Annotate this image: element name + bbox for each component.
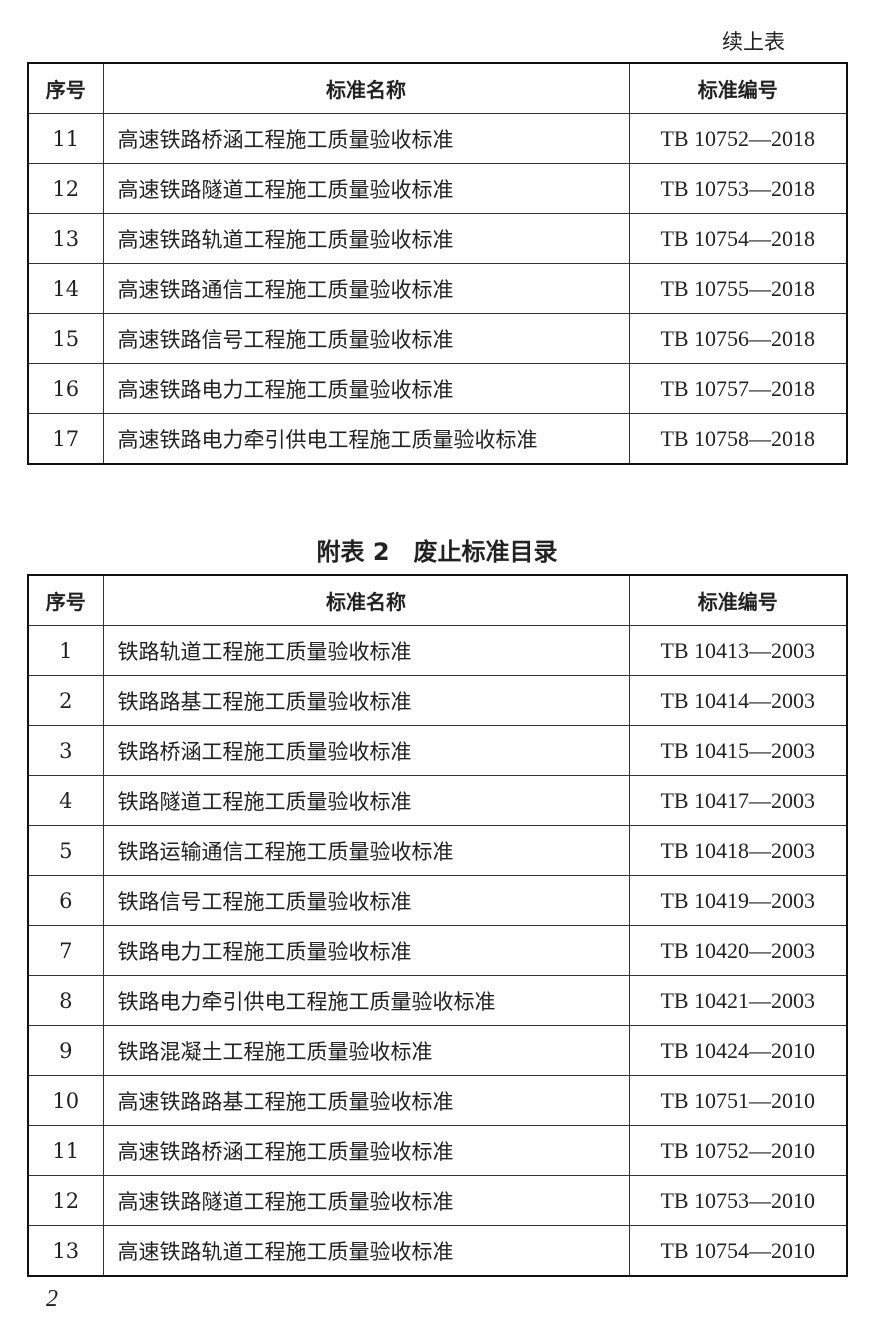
cell-no: 13 xyxy=(27,1225,104,1277)
cell-code: TB 10419—2003 xyxy=(628,875,848,926)
cell-no: 14 xyxy=(27,263,104,314)
cell-name: 高速铁路桥涵工程施工质量验收标准 xyxy=(102,113,630,164)
continued-label: 续上表 xyxy=(722,30,785,54)
cell-no: 16 xyxy=(27,363,104,414)
abolished-standards-table: 序号 标准名称 标准编号 1 铁路轨道工程施工质量验收标准 TB 10413—200… xyxy=(27,574,848,1277)
cell-code: TB 10757—2018 xyxy=(628,363,848,414)
cell-code: TB 10754—2018 xyxy=(628,213,848,264)
cell-no: 17 xyxy=(27,413,104,465)
cell-code: TB 10755—2018 xyxy=(628,263,848,314)
table-row: 11 高速铁路桥涵工程施工质量验收标准 TB 10752—2018 xyxy=(27,113,848,164)
table-header-row: 序号 标准名称 标准编号 xyxy=(27,574,848,626)
header-code: 标准编号 xyxy=(628,574,848,626)
table-row: 17 高速铁路电力牵引供电工程施工质量验收标准 TB 10758—2018 xyxy=(27,413,848,465)
table-row: 12 高速铁路隧道工程施工质量验收标准 TB 10753—2010 xyxy=(27,1175,848,1226)
cell-no: 12 xyxy=(27,1175,104,1226)
header-no: 序号 xyxy=(27,574,104,626)
cell-name: 高速铁路桥涵工程施工质量验收标准 xyxy=(102,1125,630,1176)
cell-code: TB 10415—2003 xyxy=(628,725,848,776)
table-row: 4 铁路隧道工程施工质量验收标准 TB 10417—2003 xyxy=(27,775,848,826)
page-number: 2 xyxy=(46,1286,58,1312)
cell-no: 11 xyxy=(27,113,104,164)
cell-name: 铁路电力工程施工质量验收标准 xyxy=(102,925,630,976)
cell-no: 11 xyxy=(27,1125,104,1176)
cell-code: TB 10417—2003 xyxy=(628,775,848,826)
table-row: 14 高速铁路通信工程施工质量验收标准 TB 10755—2018 xyxy=(27,263,848,314)
cell-name: 铁路电力牵引供电工程施工质量验收标准 xyxy=(102,975,630,1026)
table-row: 5 铁路运输通信工程施工质量验收标准 TB 10418—2003 xyxy=(27,825,848,876)
cell-no: 13 xyxy=(27,213,104,264)
table-row: 12 高速铁路隧道工程施工质量验收标准 TB 10753—2018 xyxy=(27,163,848,214)
table-row: 10 高速铁路路基工程施工质量验收标准 TB 10751—2010 xyxy=(27,1075,848,1126)
cell-code: TB 10754—2010 xyxy=(628,1225,848,1277)
cell-no: 5 xyxy=(27,825,104,876)
cell-name: 高速铁路路基工程施工质量验收标准 xyxy=(102,1075,630,1126)
cell-name: 铁路信号工程施工质量验收标准 xyxy=(102,875,630,926)
table-row: 11 高速铁路桥涵工程施工质量验收标准 TB 10752—2010 xyxy=(27,1125,848,1176)
cell-no: 10 xyxy=(27,1075,104,1126)
header-code: 标准编号 xyxy=(628,62,848,114)
cell-name: 高速铁路轨道工程施工质量验收标准 xyxy=(102,1225,630,1277)
table-row: 15 高速铁路信号工程施工质量验收标准 TB 10756—2018 xyxy=(27,313,848,364)
table-row: 7 铁路电力工程施工质量验收标准 TB 10420—2003 xyxy=(27,925,848,976)
cell-code: TB 10758—2018 xyxy=(628,413,848,465)
table-row: 1 铁路轨道工程施工质量验收标准 TB 10413—2003 xyxy=(27,625,848,676)
cell-no: 1 xyxy=(27,625,104,676)
table-header-row: 序号 标准名称 标准编号 xyxy=(27,62,848,114)
table-row: 16 高速铁路电力工程施工质量验收标准 TB 10757—2018 xyxy=(27,363,848,414)
cell-name: 铁路运输通信工程施工质量验收标准 xyxy=(102,825,630,876)
cell-code: TB 10418—2003 xyxy=(628,825,848,876)
cell-no: 9 xyxy=(27,1025,104,1076)
cell-no: 3 xyxy=(27,725,104,776)
cell-no: 15 xyxy=(27,313,104,364)
table-row: 13 高速铁路轨道工程施工质量验收标准 TB 10754—2010 xyxy=(27,1225,848,1277)
cell-code: TB 10421—2003 xyxy=(628,975,848,1026)
cell-name: 铁路隧道工程施工质量验收标准 xyxy=(102,775,630,826)
cell-code: TB 10753—2018 xyxy=(628,163,848,214)
table-row: 9 铁路混凝土工程施工质量验收标准 TB 10424—2010 xyxy=(27,1025,848,1076)
cell-code: TB 10751—2010 xyxy=(628,1075,848,1126)
table-row: 13 高速铁路轨道工程施工质量验收标准 TB 10754—2018 xyxy=(27,213,848,264)
table-row: 3 铁路桥涵工程施工质量验收标准 TB 10415—2003 xyxy=(27,725,848,776)
cell-name: 高速铁路隧道工程施工质量验收标准 xyxy=(102,1175,630,1226)
cell-code: TB 10414—2003 xyxy=(628,675,848,726)
cell-code: TB 10424—2010 xyxy=(628,1025,848,1076)
cell-no: 7 xyxy=(27,925,104,976)
cell-code: TB 10413—2003 xyxy=(628,625,848,676)
cell-no: 12 xyxy=(27,163,104,214)
cell-name: 高速铁路轨道工程施工质量验收标准 xyxy=(102,213,630,264)
header-name: 标准名称 xyxy=(102,574,630,626)
cell-code: TB 10756—2018 xyxy=(628,313,848,364)
cell-name: 高速铁路通信工程施工质量验收标准 xyxy=(102,263,630,314)
cell-code: TB 10752—2018 xyxy=(628,113,848,164)
cell-no: 6 xyxy=(27,875,104,926)
cell-code: TB 10752—2010 xyxy=(628,1125,848,1176)
standards-table-continued: 序号 标准名称 标准编号 11 高速铁路桥涵工程施工质量验收标准 TB 10752—… xyxy=(27,62,848,465)
cell-name: 铁路混凝土工程施工质量验收标准 xyxy=(102,1025,630,1076)
header-no: 序号 xyxy=(27,62,104,114)
cell-name: 高速铁路电力牵引供电工程施工质量验收标准 xyxy=(102,413,630,465)
cell-name: 铁路桥涵工程施工质量验收标准 xyxy=(102,725,630,776)
cell-code: TB 10420—2003 xyxy=(628,925,848,976)
cell-name: 铁路路基工程施工质量验收标准 xyxy=(102,675,630,726)
header-name: 标准名称 xyxy=(102,62,630,114)
table-row: 6 铁路信号工程施工质量验收标准 TB 10419—2003 xyxy=(27,875,848,926)
cell-no: 2 xyxy=(27,675,104,726)
cell-no: 8 xyxy=(27,975,104,1026)
table2-title: 附表 2 废止标准目录 xyxy=(316,538,558,566)
cell-name: 高速铁路信号工程施工质量验收标准 xyxy=(102,313,630,364)
cell-name: 铁路轨道工程施工质量验收标准 xyxy=(102,625,630,676)
cell-code: TB 10753—2010 xyxy=(628,1175,848,1226)
table-row: 8 铁路电力牵引供电工程施工质量验收标准 TB 10421—2003 xyxy=(27,975,848,1026)
cell-name: 高速铁路隧道工程施工质量验收标准 xyxy=(102,163,630,214)
cell-no: 4 xyxy=(27,775,104,826)
table-row: 2 铁路路基工程施工质量验收标准 TB 10414—2003 xyxy=(27,675,848,726)
cell-name: 高速铁路电力工程施工质量验收标准 xyxy=(102,363,630,414)
